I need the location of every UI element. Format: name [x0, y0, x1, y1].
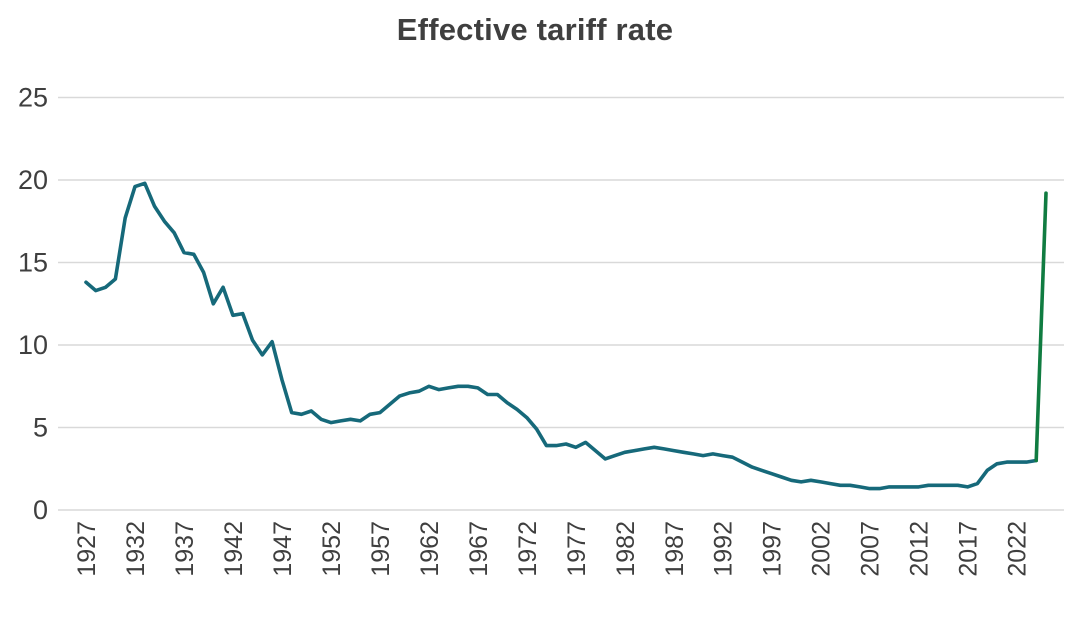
y-tick-label: 5 — [33, 413, 48, 443]
x-tick-label: 1997 — [759, 521, 787, 577]
x-tick-label: 1957 — [367, 521, 395, 577]
tariff-spike-2025 — [1034, 191, 1048, 463]
y-tick-label: 25 — [18, 83, 48, 113]
x-tick-label: 1962 — [416, 521, 444, 577]
x-tick-label: 1987 — [661, 521, 689, 577]
x-tick-label: 2017 — [955, 521, 983, 577]
chart-title: Effective tariff rate — [396, 12, 674, 47]
y-tick-label: 0 — [33, 495, 48, 525]
tariff-line — [84, 181, 1038, 491]
x-tick-label: 1972 — [514, 521, 542, 577]
y-tick-label: 10 — [18, 330, 48, 360]
x-tick-label: 1982 — [612, 521, 640, 577]
y-tick-label: 15 — [18, 248, 48, 278]
x-tick-label: 1992 — [710, 521, 738, 577]
y-tick-label: 20 — [18, 165, 48, 195]
x-tick-label: 1927 — [73, 521, 101, 577]
x-tick-label: 2022 — [1004, 521, 1032, 577]
x-tick-label: 1947 — [269, 521, 297, 577]
x-tick-label: 1932 — [122, 521, 150, 577]
x-tick-label: 1952 — [318, 521, 346, 577]
x-tick-label: 1967 — [465, 521, 493, 577]
x-tick-label: 2002 — [808, 521, 836, 577]
x-tick-label: 2012 — [906, 521, 934, 577]
x-tick-label: 1942 — [220, 521, 248, 577]
x-tick-label: 1937 — [171, 521, 199, 577]
x-tick-label: 1977 — [563, 521, 591, 577]
x-tick-label: 2007 — [857, 521, 885, 577]
